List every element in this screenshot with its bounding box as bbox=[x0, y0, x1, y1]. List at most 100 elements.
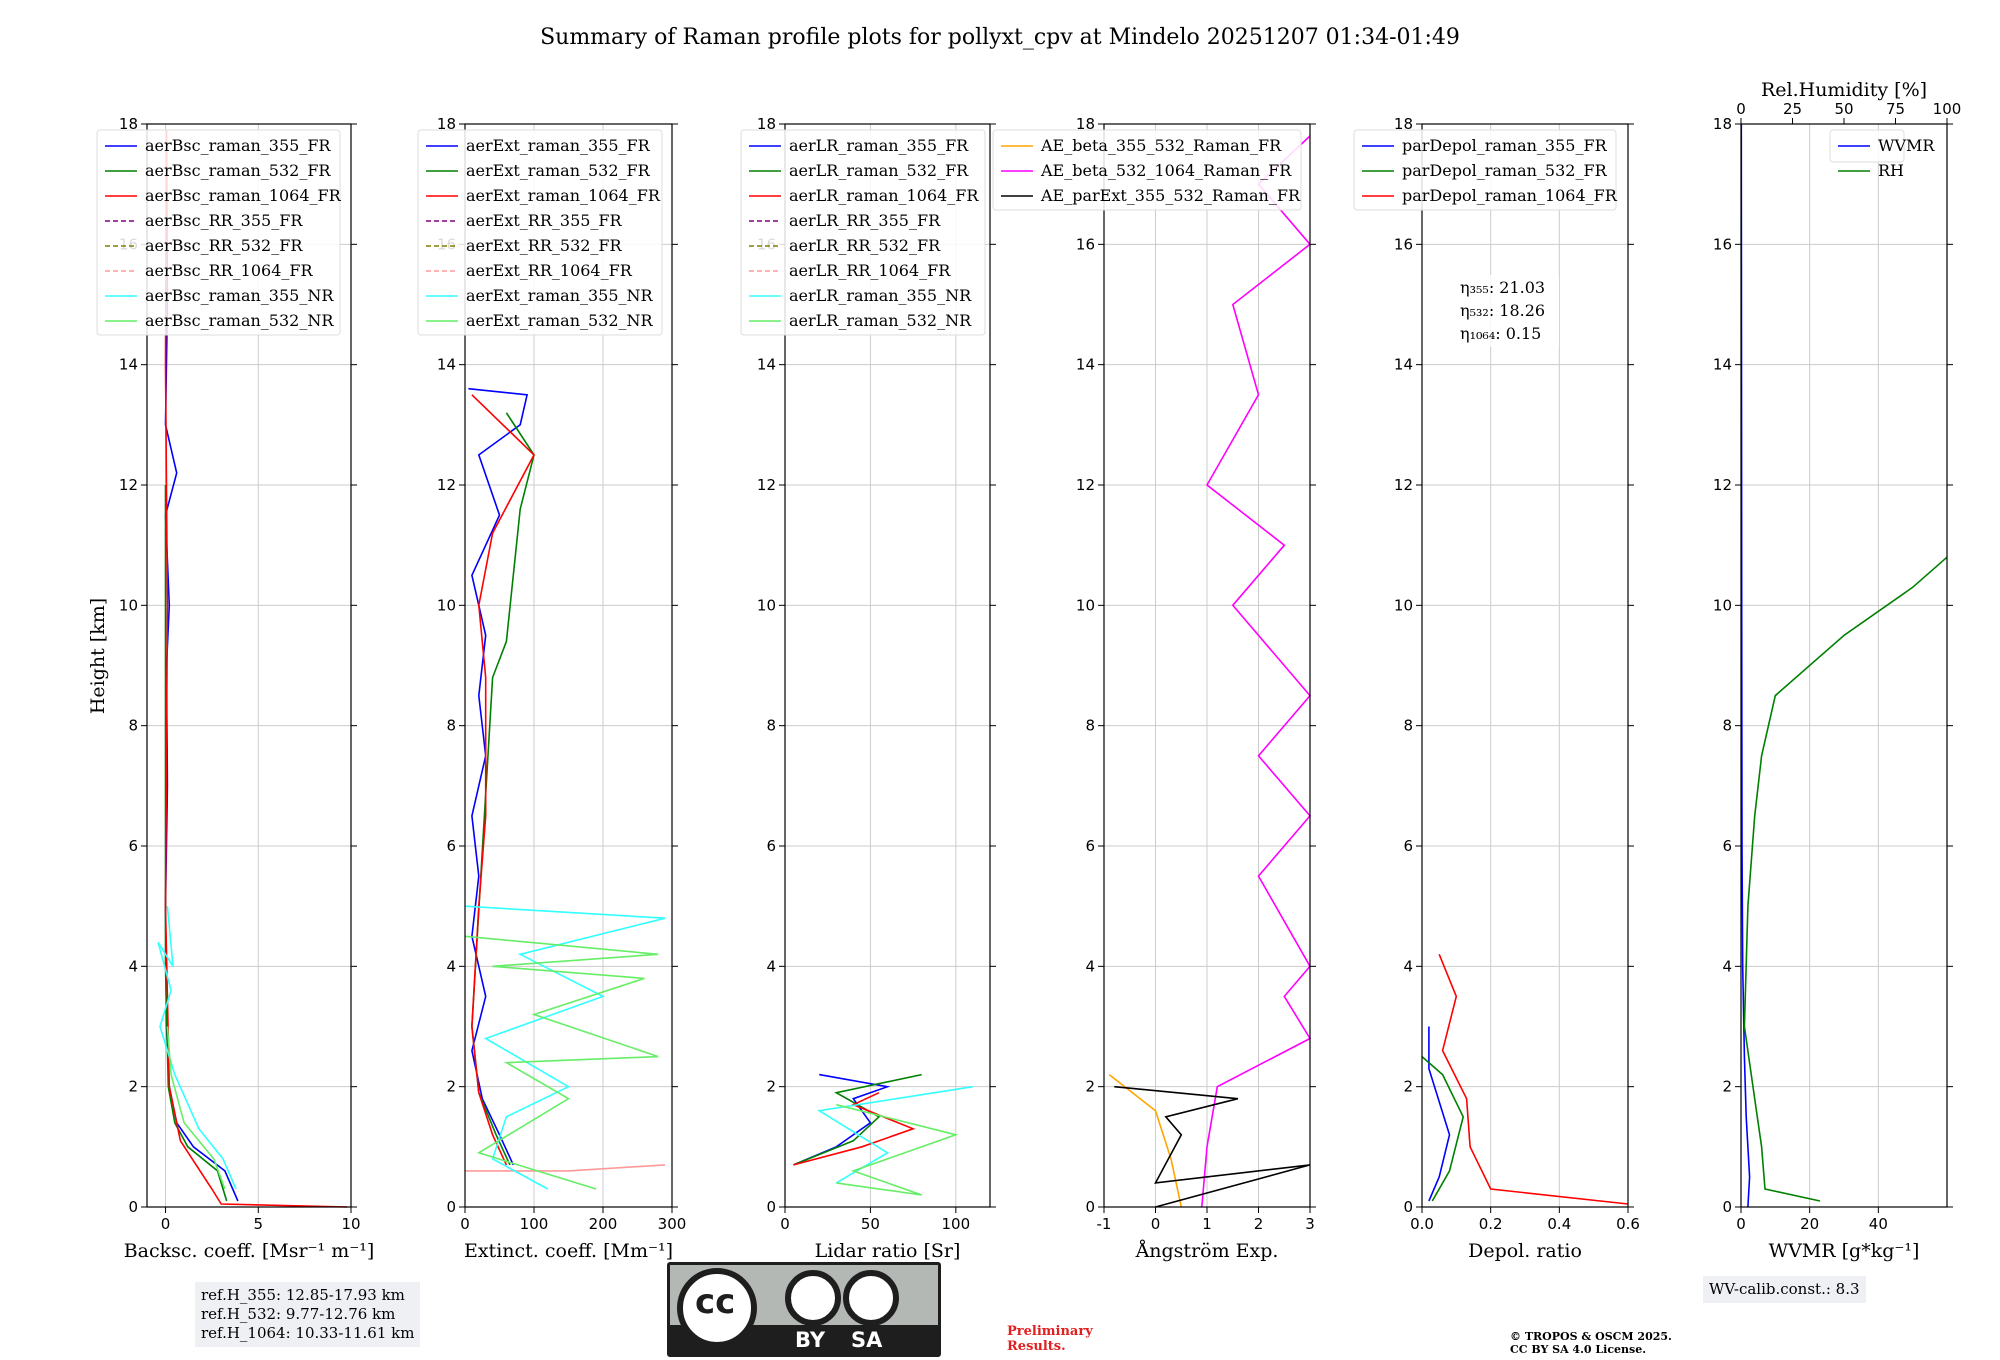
series-line-aerExt_raman_355_NR bbox=[464, 905, 666, 1190]
series-line-aerExt_RR_1064_FR bbox=[465, 1164, 666, 1172]
series-line-parDepol_raman_355_FR bbox=[1428, 1026, 1451, 1202]
legend-label: aerExt_RR_532_FR bbox=[466, 236, 623, 255]
y-tick-label: 14 bbox=[1713, 356, 1732, 374]
legend-label: aerLR_RR_1064_FR bbox=[789, 261, 951, 280]
x-tick-label: 100 bbox=[520, 1215, 549, 1233]
y-tick-label: 6 bbox=[1403, 837, 1413, 855]
y-tick-label: 10 bbox=[437, 596, 456, 614]
y-tick-label: 0 bbox=[1403, 1198, 1413, 1216]
legend-label: WVMR bbox=[1878, 136, 1935, 155]
legend-label: parDepol_raman_355_FR bbox=[1402, 136, 1608, 155]
series-line-aerExt_raman_532_FR bbox=[471, 412, 535, 1166]
y-tick-label: 6 bbox=[1085, 837, 1095, 855]
legend-label: aerLR_RR_355_FR bbox=[789, 211, 941, 230]
legend-label: aerBsc_RR_355_FR bbox=[145, 211, 303, 230]
series-line-aerBsc_raman_532_FR bbox=[164, 485, 228, 1202]
y-tick-label: 8 bbox=[128, 717, 138, 735]
figure-title: Summary of Raman profile plots for polly… bbox=[540, 25, 1460, 50]
x-tick-label: 0.6 bbox=[1616, 1215, 1640, 1233]
legend-label: aerBsc_RR_1064_FR bbox=[145, 261, 314, 280]
legend-label: aerBsc_raman_1064_FR bbox=[145, 186, 342, 205]
series-line-aerBsc_raman_355_NR bbox=[157, 906, 237, 1190]
x-tick-label: 0 bbox=[1736, 1215, 1746, 1233]
y-tick-label: 2 bbox=[1085, 1078, 1095, 1096]
legend-label: aerExt_raman_532_FR bbox=[466, 161, 651, 180]
x-tick-label: 0 bbox=[1151, 1215, 1161, 1233]
cc-license-badge: cc BY SA bbox=[667, 1262, 941, 1357]
ref-h-355: ref.H_355: 12.85-17.93 km bbox=[201, 1286, 405, 1304]
wv-calib-const: WV-calib.const.: 8.3 bbox=[1709, 1280, 1860, 1298]
x-tick-label: 20 bbox=[1800, 1215, 1819, 1233]
legend-box bbox=[96, 129, 341, 336]
legend-label: aerBsc_raman_355_FR bbox=[145, 136, 331, 155]
series-line-AE_beta_355_532_Raman_FR bbox=[1108, 1073, 1183, 1208]
cc-by-person-icon bbox=[785, 1270, 841, 1326]
panels: 0246810121416180510Backsc. coeff. [Msr⁻¹… bbox=[96, 79, 1962, 1262]
y-tick-label: 2 bbox=[128, 1078, 138, 1096]
series-line-AE_beta_532_1064_Raman_FR bbox=[1201, 135, 1312, 1208]
y-tick-label: 8 bbox=[446, 717, 456, 735]
x-tick-label: 1 bbox=[1202, 1215, 1212, 1233]
y-tick-label: 4 bbox=[1085, 957, 1095, 975]
y-tick-label: 4 bbox=[1403, 957, 1413, 975]
eta-annotation: η₁₀₆₄: 0.15 bbox=[1460, 324, 1541, 343]
y-tick-label: 6 bbox=[446, 837, 456, 855]
y-tick-label: 16 bbox=[1713, 235, 1732, 253]
cc-sa-label: SA bbox=[851, 1328, 883, 1352]
y-tick-label: 0 bbox=[1722, 1198, 1732, 1216]
x-tick-label: 0.0 bbox=[1410, 1215, 1434, 1233]
x-axis-label: WVMR [g*kg⁻¹] bbox=[1769, 1240, 1920, 1262]
y-tick-label: 6 bbox=[1722, 837, 1732, 855]
x-tick-label: 0 bbox=[780, 1215, 790, 1233]
axes-frame bbox=[146, 123, 352, 1208]
axes-frame bbox=[1421, 123, 1629, 1208]
y-tick-label: 2 bbox=[446, 1078, 456, 1096]
legend-label: aerLR_raman_1064_FR bbox=[789, 186, 979, 205]
series-line-parDepol_raman_532_FR bbox=[1421, 1055, 1465, 1202]
y-tick-label: 8 bbox=[1722, 717, 1732, 735]
top-tick-label: 100 bbox=[1933, 100, 1962, 118]
legend-label: AE_beta_532_1064_Raman_FR bbox=[1040, 161, 1292, 180]
legend-label: aerBsc_raman_532_FR bbox=[145, 161, 331, 180]
y-tick-label: 2 bbox=[1722, 1078, 1732, 1096]
preliminary-line-1: Preliminary bbox=[1007, 1324, 1093, 1339]
x-tick-label: 0.2 bbox=[1479, 1215, 1503, 1233]
series-line-parDepol_raman_1064_FR bbox=[1438, 953, 1629, 1205]
x-axis-label: Extinct. coeff. [Mm⁻¹] bbox=[464, 1240, 673, 1262]
y-tick-label: 18 bbox=[119, 115, 138, 133]
y-tick-label: 16 bbox=[1076, 235, 1095, 253]
series-line-aerBsc_raman_1064_FR bbox=[164, 129, 348, 1208]
y-tick-label: 12 bbox=[437, 476, 456, 494]
y-tick-label: 18 bbox=[757, 115, 776, 133]
eta-annotation-box bbox=[1455, 275, 1559, 347]
y-tick-label: 18 bbox=[437, 115, 456, 133]
y-tick-label: 18 bbox=[1394, 115, 1413, 133]
cc-by-label: BY bbox=[795, 1328, 826, 1352]
legend-label: aerBsc_raman_355_NR bbox=[145, 286, 334, 305]
y-tick-label: 8 bbox=[766, 717, 776, 735]
legend-label: aerExt_RR_1064_FR bbox=[466, 261, 633, 280]
legend-label: aerLR_raman_355_NR bbox=[789, 286, 972, 305]
y-tick-label: 12 bbox=[1713, 476, 1732, 494]
y-tick-label: 10 bbox=[1076, 596, 1095, 614]
top-tick-label: 50 bbox=[1834, 100, 1853, 118]
legend-label: aerLR_raman_532_NR bbox=[789, 311, 972, 330]
y-tick-label: 4 bbox=[446, 957, 456, 975]
preliminary-note: Preliminary Results. bbox=[1007, 1324, 1093, 1354]
x-tick-label: 300 bbox=[658, 1215, 687, 1233]
y-tick-label: 14 bbox=[1394, 356, 1413, 374]
axes-frame bbox=[784, 123, 991, 1208]
y-tick-label: 12 bbox=[757, 476, 776, 494]
x-tick-label: 100 bbox=[942, 1215, 971, 1233]
x-tick-label: 0 bbox=[460, 1215, 470, 1233]
x-tick-label: 0.4 bbox=[1547, 1215, 1571, 1233]
series-line-aerBsc_raman_532_NR bbox=[166, 1026, 226, 1190]
eta-annotation: η₅₃₂: 18.26 bbox=[1460, 301, 1545, 320]
legend-label: aerExt_raman_355_FR bbox=[466, 136, 651, 155]
y-tick-label: 14 bbox=[119, 356, 138, 374]
panel-lr: 024681012141618050100Lidar ratio [Sr]aer… bbox=[740, 115, 996, 1262]
y-tick-label: 4 bbox=[766, 957, 776, 975]
y-tick-label: 14 bbox=[1076, 356, 1095, 374]
